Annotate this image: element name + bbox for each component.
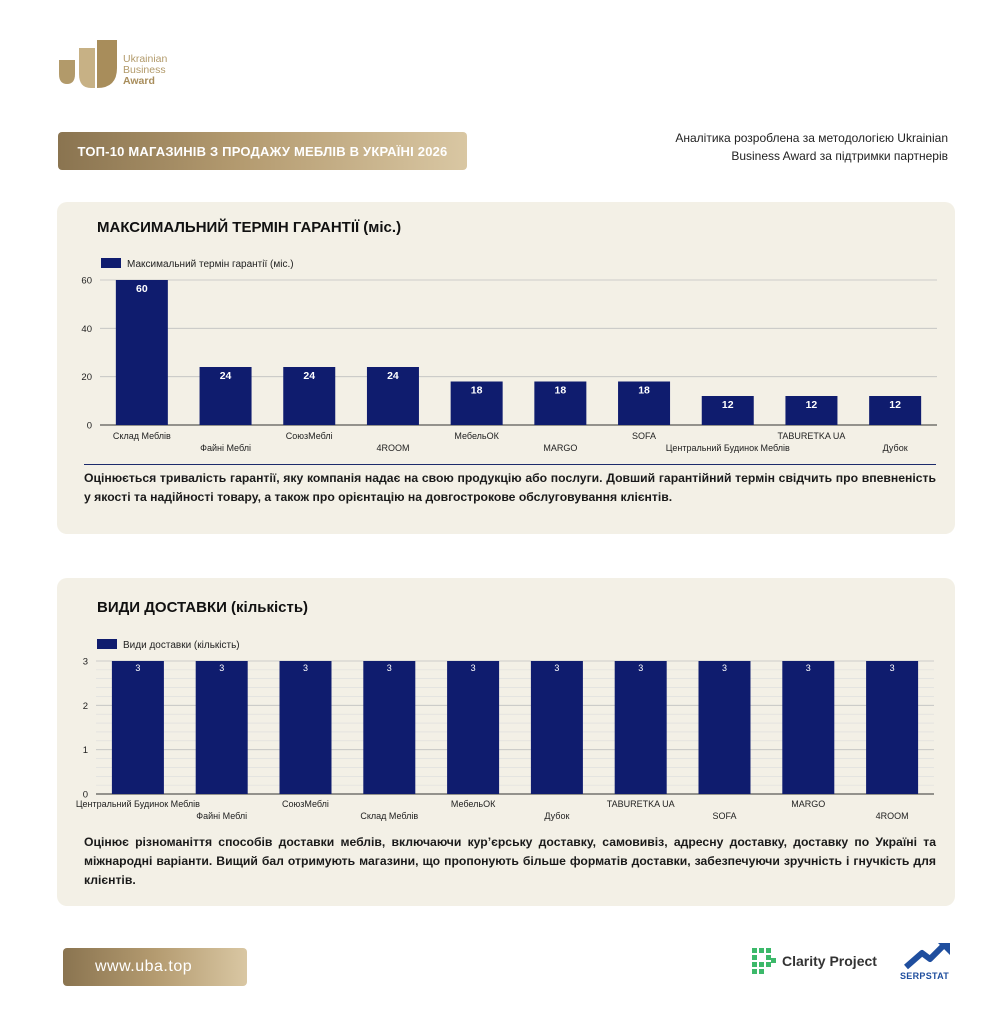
bar [534,381,587,425]
data-label: 12 [889,399,901,411]
y-tick-label: 1 [83,745,88,756]
x-tick-label: Дубок [544,811,569,821]
x-tick-label: Склад Меблів [113,431,171,441]
y-tick-label: 2 [83,701,88,712]
report-title: ТОП-10 МАГАЗИНІВ З ПРОДАЖУ МЕБЛІВ В УКРА… [58,132,467,170]
x-tick-label: Центральний Будинок Меблів [666,443,790,453]
legend-label: Види доставки (кількість) [123,640,240,651]
delivery-card: ВИДИ ДОСТАВКИ (кількість) Види доставки … [57,578,955,906]
bar [618,381,671,425]
data-label: 3 [387,663,392,673]
bar [450,381,503,425]
bar [614,661,667,794]
bar [869,396,922,425]
x-tick-label: СоюзМеблі [282,799,329,809]
data-label: 3 [303,663,308,673]
x-tick-label: Центральний Будинок Меблів [76,799,200,809]
x-tick-label: 4ROOM [876,811,909,821]
data-label: 24 [303,370,315,382]
bar [115,280,168,425]
logo-text: Ukrainian Business Award [123,53,168,87]
uba-logo-mark [59,40,117,88]
warranty-chart: Максимальний термін гарантії (міс.) 0 20 40… [81,258,937,453]
bar [111,661,164,794]
serpstat-label: SERPSTAT [900,971,950,981]
delivery-title: ВИДИ ДОСТАВКИ (кількість) [97,599,309,616]
bar [283,367,336,425]
x-tick-label: SOFA [632,431,656,441]
x-tick-label: Файні Меблі [196,811,247,821]
y-tick-label: 40 [81,324,92,335]
data-label: 3 [890,663,895,673]
data-label: 3 [806,663,811,673]
bar [866,661,919,794]
data-label: 60 [136,283,148,295]
data-label: 18 [471,385,483,397]
serpstat-logo: SERPSTAT [900,941,956,985]
warranty-card: МАКСИМАЛЬНИЙ ТЕРМІН ГАРАНТІЇ (міс.) Макс… [57,202,955,534]
warranty-divider [84,464,936,465]
warranty-title: МАКСИМАЛЬНИЙ ТЕРМІН ГАРАНТІЇ (міс.) [97,219,402,236]
serpstat-chart-icon [904,942,950,970]
bar [199,367,252,425]
x-tick-label: МебельОК [454,431,499,441]
data-label: 3 [722,663,727,673]
y-tick-label: 0 [83,790,88,801]
data-label: 12 [806,399,818,411]
x-tick-label: TABURETKA UA [607,799,675,809]
data-label: 18 [638,385,650,397]
x-tick-label: Склад Меблів [360,811,418,821]
x-tick-label: СоюзМеблі [286,431,333,441]
data-label: 24 [220,370,232,382]
bar [785,396,838,425]
legend-swatch [101,258,121,268]
uba-logo: Ukrainian Business Award [57,38,197,92]
bar [279,661,332,794]
x-tick-label: Файні Меблі [200,443,251,453]
legend-swatch [97,639,117,649]
bar [698,661,751,794]
x-tick-label: MARGO [543,443,577,453]
clarity-project-logo: Clarity Project [752,948,877,974]
x-tick-label: MARGO [791,799,825,809]
x-tick-label: TABURETKA UA [778,431,846,441]
data-label: 3 [471,663,476,673]
bar [363,661,416,794]
bar [530,661,583,794]
data-label: 3 [554,663,559,673]
bar [366,367,419,425]
x-tick-label: Дубок [883,443,908,453]
x-tick-label: SOFA [712,811,736,821]
data-label: 3 [219,663,224,673]
delivery-chart: Види доставки (кількість) 0 1 2 3 3 Центральни… [76,639,934,821]
y-tick-label: 0 [87,421,92,432]
data-label: 3 [638,663,643,673]
data-label: 24 [387,370,399,382]
data-label: 12 [722,399,734,411]
delivery-description: Оцінює різноманіття способів доставки ме… [84,835,936,887]
data-label: 3 [135,663,140,673]
bar [195,661,248,794]
y-tick-label: 20 [81,372,92,383]
bar [447,661,500,794]
bar [782,661,835,794]
y-tick-label: 60 [81,276,92,287]
bar [701,396,754,425]
data-label: 18 [555,385,567,397]
clarity-grid-icon [752,948,776,974]
methodology-note: Аналітика розроблена за методологією Ukr… [675,131,948,163]
y-tick-label: 3 [83,657,88,668]
x-tick-label: 4ROOM [376,443,409,453]
clarity-project-label: Clarity Project [782,953,877,969]
warranty-description: Оцінюється тривалість гарантії, яку комп… [84,471,936,504]
website-link[interactable]: www.uba.top [63,948,247,986]
x-tick-label: МебельОК [451,799,496,809]
legend-label: Максимальний термін гарантії (міс.) [127,259,294,270]
